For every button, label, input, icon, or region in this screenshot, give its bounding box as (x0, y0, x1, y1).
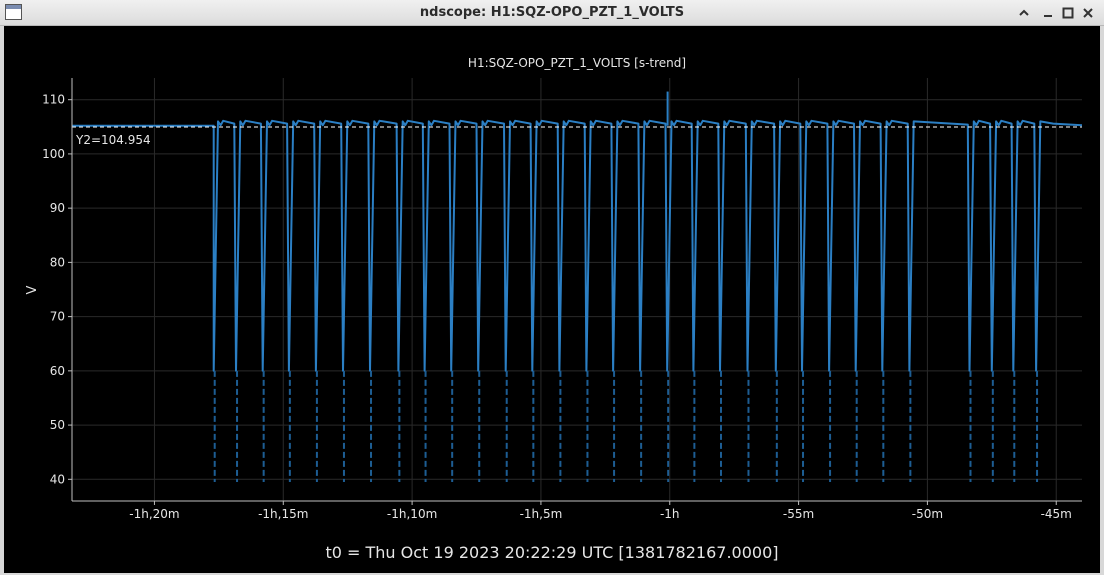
x-tick-label: -1h,10m (387, 507, 437, 521)
plot-axes: 40 50 60 70 80 90 100 110 -1h,20m -1h,15m -1h,10m -… (42, 78, 1082, 521)
trace-line (72, 119, 1083, 372)
window-frame-left (0, 26, 4, 575)
y-tick-label: 110 (42, 93, 65, 107)
t0-label: t0 = Thu Oct 19 2023 20:22:29 UTC [13817… (325, 543, 779, 562)
x-tick-label: -55m (783, 507, 814, 521)
window-app-icon[interactable] (5, 4, 22, 20)
y-tick-label: 50 (50, 418, 65, 432)
y-tick-label: 60 (50, 364, 65, 378)
window-frame-bottom (0, 573, 1104, 575)
trace-series: Y2=104.954 (72, 91, 1083, 483)
x-tick-label: -50m (912, 507, 943, 521)
y-tick-label: 70 (50, 310, 65, 324)
grid-lines (72, 78, 1082, 501)
close-icon[interactable] (1078, 3, 1098, 23)
x-tick-label: -1h,15m (258, 507, 308, 521)
y-tick-label: 100 (42, 147, 65, 161)
y2-cursor-label: Y2=104.954 (75, 133, 151, 147)
window-title: ndscope: H1:SQZ-OPO_PZT_1_VOLTS (419, 5, 685, 20)
maximize-icon[interactable] (1058, 3, 1078, 23)
y-tick-label: 90 (50, 201, 65, 215)
minimize-icon[interactable] (1038, 3, 1058, 23)
window-titlebar[interactable]: ndscope: H1:SQZ-OPO_PZT_1_VOLTS (0, 0, 1104, 26)
chevron-up-icon[interactable] (1014, 3, 1034, 23)
x-tick-label: -1h,5m (520, 507, 563, 521)
x-tick-label: -45m (1041, 507, 1072, 521)
x-tick-label: -1h,20m (129, 507, 179, 521)
window-frame-right (1100, 26, 1104, 575)
x-tick-label: -1h (660, 507, 680, 521)
y-tick-label: 40 (50, 472, 65, 486)
plot-title: H1:SQZ-OPO_PZT_1_VOLTS [s-trend] (468, 56, 686, 70)
y-axis-label: V (25, 285, 40, 294)
y-tick-label: 80 (50, 255, 65, 269)
